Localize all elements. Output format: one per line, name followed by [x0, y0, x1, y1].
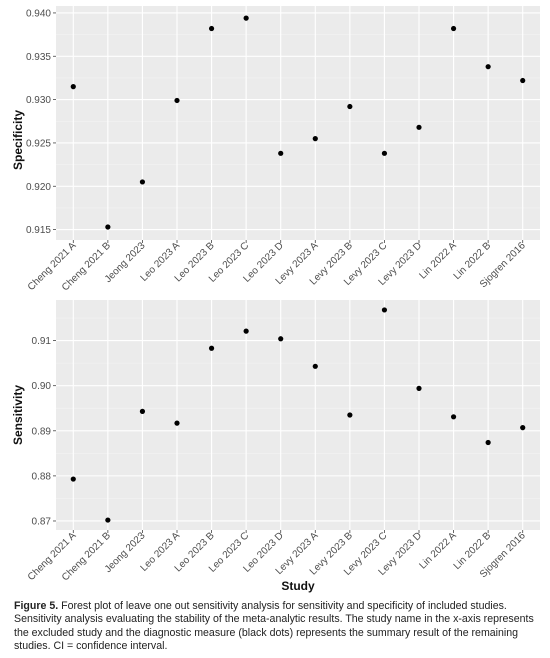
y-axis-title: Specificity — [11, 110, 25, 170]
panel-background — [56, 6, 540, 240]
y-tick-label: 0.91 — [32, 336, 52, 347]
data-point — [139, 408, 146, 414]
panel-background — [56, 300, 540, 530]
data-point — [485, 64, 491, 70]
y-tick-label: 0.935 — [26, 52, 51, 63]
y-tick-label: 0.89 — [32, 426, 52, 437]
data-point — [243, 15, 249, 21]
data-point — [139, 179, 146, 185]
data-point — [70, 476, 76, 482]
data-point — [485, 439, 491, 446]
data-point — [381, 307, 388, 313]
y-tick-label: 0.88 — [32, 471, 52, 482]
data-point — [278, 336, 284, 342]
y-tick-label: 0.915 — [26, 225, 51, 236]
data-point — [174, 97, 180, 104]
figure-caption: Figure 5. Forest plot of leave one out s… — [14, 600, 538, 653]
data-point — [312, 136, 318, 142]
data-point — [243, 328, 249, 334]
x-axis-title: Study — [281, 579, 315, 593]
y-tick-label: 0.920 — [26, 182, 51, 193]
data-point — [347, 103, 353, 110]
caption-label: Figure 5. — [14, 600, 59, 612]
data-point — [208, 25, 215, 32]
y-tick-label: 0.925 — [26, 138, 51, 149]
data-point — [312, 363, 318, 369]
data-point — [278, 150, 284, 156]
y-tick-label: 0.90 — [32, 381, 52, 392]
data-point — [174, 420, 180, 426]
y-tick-label: 0.87 — [32, 516, 52, 527]
y-tick-label: 0.930 — [26, 95, 51, 106]
data-point — [416, 385, 422, 391]
y-axis-title: Sensitivity — [11, 385, 25, 445]
data-point — [105, 517, 111, 523]
data-point — [450, 25, 457, 32]
data-point — [450, 414, 457, 420]
data-point — [381, 150, 388, 156]
data-point — [416, 124, 422, 130]
data-point — [520, 425, 526, 431]
caption-text: Forest plot of leave one out sensitivity… — [14, 600, 534, 652]
data-point — [208, 345, 215, 351]
y-tick-label: 0.940 — [26, 8, 51, 19]
data-point — [105, 224, 111, 230]
data-point — [347, 412, 353, 418]
data-point — [70, 84, 76, 90]
data-point — [520, 77, 526, 84]
